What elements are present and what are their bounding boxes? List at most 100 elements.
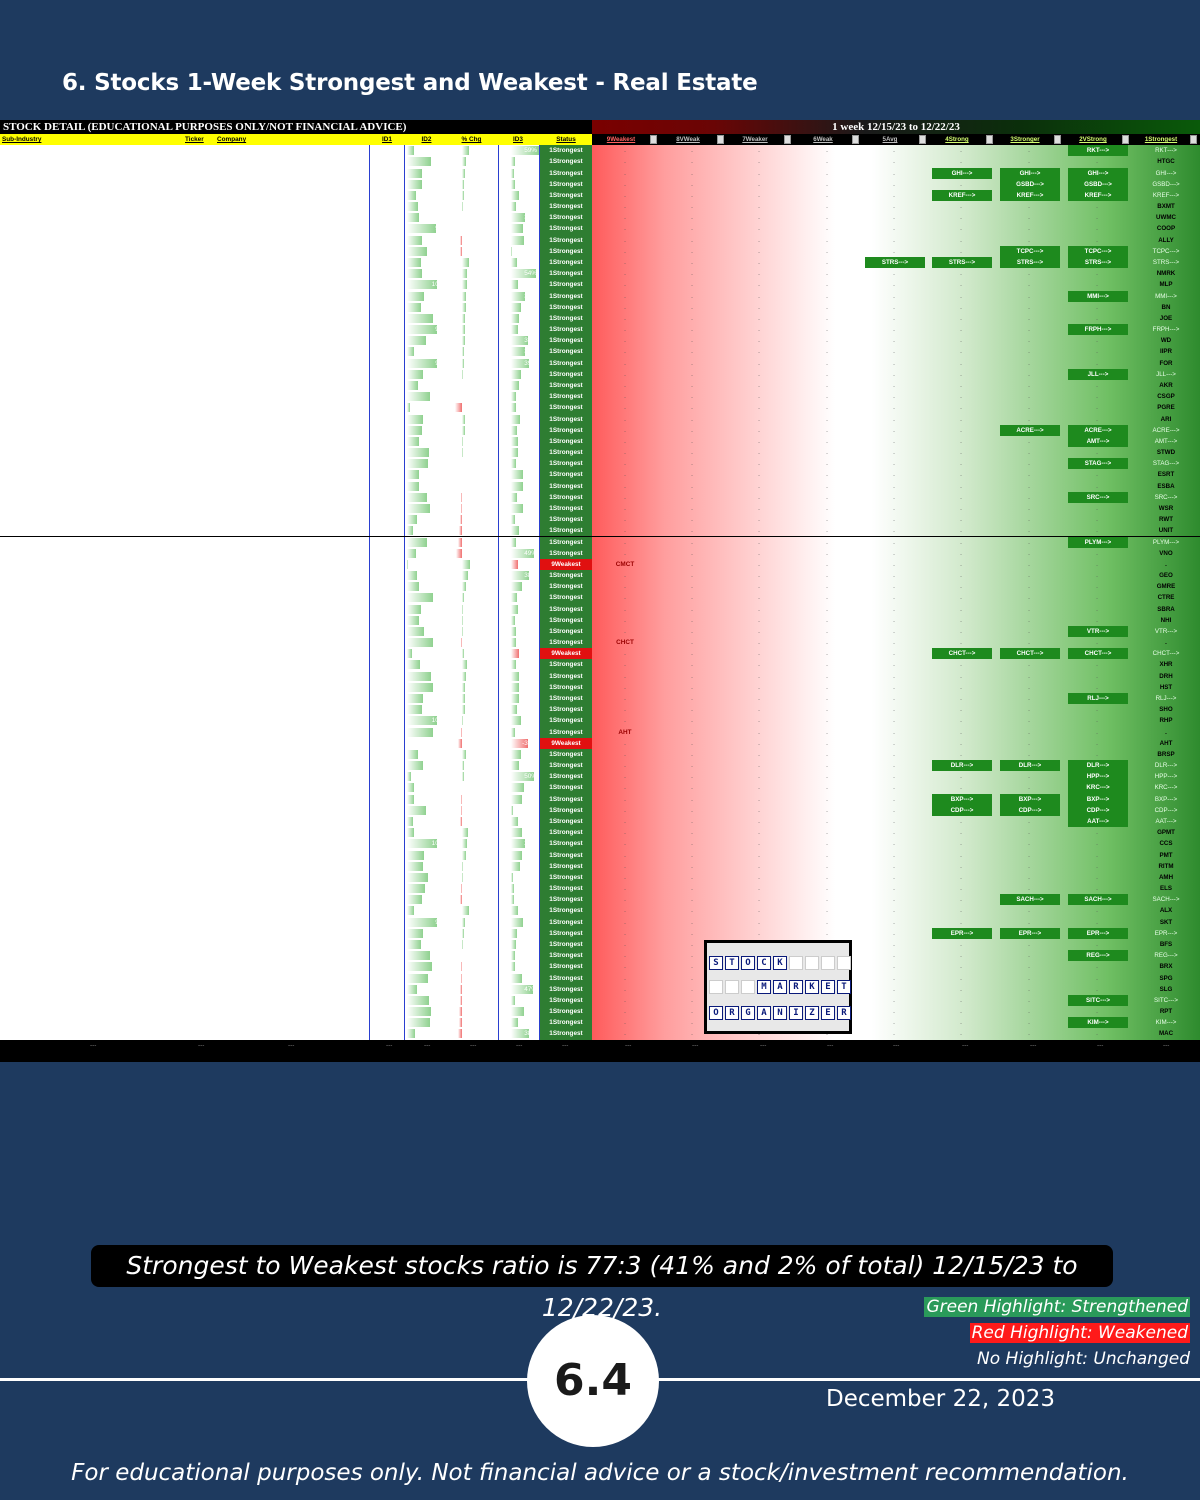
pct-chg-cell[interactable]: 8%	[450, 559, 495, 570]
ticker-cell[interactable]: EPR	[185, 929, 199, 937]
company-cell[interactable]: American Assets Trust Inc	[217, 818, 291, 825]
id1-cell[interactable]: 15-31-31	[369, 525, 405, 537]
id3-cell[interactable]: 30%	[498, 212, 540, 224]
filter-dropdown-icon[interactable]	[784, 135, 791, 144]
id1-cell[interactable]: 11-31-31	[369, 693, 405, 705]
pct-chg-cell[interactable]: -4%	[450, 537, 495, 548]
id1-cell[interactable]: 11-49-31	[369, 625, 405, 638]
company-cell[interactable]: Walker & Dunlop Inc	[217, 337, 276, 345]
id2-cell[interactable]: 69%	[405, 973, 450, 984]
header-pct-chg[interactable]: % Chg	[461, 136, 482, 143]
pct-chg-cell[interactable]: -6%	[450, 548, 495, 559]
id1-cell[interactable]: 11-31-31	[369, 961, 405, 973]
sub-industry-cell[interactable]: REAL ESTATE - REIT - Retail	[2, 1019, 87, 1027]
id1-cell[interactable]: 15-31-31	[369, 681, 405, 693]
pct-chg-cell[interactable]: 1%	[450, 872, 495, 883]
header-sub-industry[interactable]: Sub-Industry	[2, 136, 42, 143]
id2-cell[interactable]: 30%	[405, 190, 450, 201]
id3-cell[interactable]: 7%	[498, 894, 540, 906]
pct-chg-cell[interactable]: 0%	[450, 380, 495, 391]
id3-cell[interactable]: 18%	[498, 681, 540, 693]
id1-cell[interactable]: 15-31-31	[369, 357, 405, 369]
id1-cell[interactable]: 11-31-31	[369, 290, 405, 302]
company-cell[interactable]: Stag Industrial Inc	[217, 460, 269, 468]
ticker-cell[interactable]: SLG	[185, 985, 198, 993]
id3-cell[interactable]: 14%	[498, 435, 540, 448]
id2-cell[interactable]: 48%	[405, 257, 450, 268]
status-cell[interactable]: 1Strongest	[540, 268, 592, 280]
id2-cell[interactable]: 88%	[405, 313, 450, 324]
id3-cell[interactable]: -17%	[498, 648, 540, 660]
sub-industry-cell[interactable]: REAL ESTATE - REIT - Hotel/Motel	[2, 683, 103, 691]
company-cell[interactable]: Starwood Property Trust Incorporated	[217, 449, 324, 457]
id2-cell[interactable]: 56%	[405, 850, 450, 861]
id3-cell[interactable]: 18%	[498, 670, 540, 682]
id3-cell[interactable]: 22%	[498, 748, 540, 761]
id3-cell[interactable]: 3%	[498, 245, 540, 257]
ticker-cell[interactable]: CMCT	[185, 560, 204, 568]
id2-cell[interactable]: 32%	[405, 514, 450, 525]
sub-industry-cell[interactable]: REAL ESTATE - REIT - Hotel/Motel	[2, 706, 103, 714]
id1-cell[interactable]: 11-31-31	[369, 324, 405, 336]
company-cell[interactable]: TCP Capital Corp	[217, 247, 267, 255]
pct-chg-cell[interactable]: -2%	[450, 816, 495, 827]
status-cell[interactable]: 9Weakest	[540, 648, 592, 660]
id3-cell[interactable]: 39%	[498, 357, 540, 369]
ticker-cell[interactable]: BXP	[185, 795, 198, 803]
status-cell[interactable]: 1Strongest	[540, 480, 592, 492]
company-cell[interactable]: Empire State Realty Trust Inc.	[217, 471, 302, 479]
id2-cell[interactable]: 47%	[405, 939, 450, 950]
id2-cell[interactable]: 14%	[405, 771, 450, 782]
status-cell[interactable]: 1Strongest	[540, 793, 592, 805]
ticker-cell[interactable]: HPP	[185, 773, 199, 781]
id3-cell[interactable]: 38%	[498, 570, 540, 582]
id3-cell[interactable]: 17%	[498, 693, 540, 705]
sub-industry-cell[interactable]: REAL ESTATE - REIT - Retail	[2, 929, 87, 937]
id2-cell[interactable]: 23%	[405, 346, 450, 357]
company-cell[interactable]: Blackstone Mortgage Trust Inc	[217, 203, 304, 211]
id1-cell[interactable]: 11-31-31	[369, 189, 405, 202]
ticker-cell[interactable]: GPMT	[185, 829, 204, 837]
header-level-1strongest[interactable]: 1Strongest	[1132, 135, 1198, 144]
pct-chg-cell[interactable]: -2%	[450, 984, 495, 995]
id3-cell[interactable]: 17%	[498, 312, 540, 325]
ticker-cell[interactable]: WD	[185, 337, 196, 345]
id2-cell[interactable]: 76%	[405, 503, 450, 514]
pct-chg-cell[interactable]: 1%	[450, 201, 495, 212]
sub-industry-cell[interactable]: REAL ESTATE - Property Management/Develo…	[2, 303, 153, 311]
company-cell[interactable]: Community Healthcare Trust	[217, 650, 298, 658]
sub-industry-cell[interactable]: REAL ESTATE - REIT - Retail	[2, 974, 87, 982]
id3-cell[interactable]: 9%	[498, 950, 540, 962]
header-id1[interactable]: ID1	[382, 136, 392, 143]
filter-dropdown-icon[interactable]	[852, 135, 859, 144]
id3-cell[interactable]: 26%	[498, 223, 540, 235]
pct-chg-cell[interactable]: 3%	[450, 704, 495, 715]
id2-cell[interactable]: 49%	[405, 268, 450, 279]
sub-industry-cell[interactable]: REAL ESTATE - Property Management/Develo…	[2, 404, 153, 412]
company-cell[interactable]: Spirit Realty Capital Inc.	[217, 493, 286, 501]
id3-cell[interactable]: 5%	[498, 804, 540, 816]
sub-industry-cell[interactable]: REAL ESTATE - Property Management/Develo…	[2, 337, 153, 345]
sub-industry-cell[interactable]: REAL ESTATE - REIT - Residential	[2, 829, 102, 837]
id1-cell[interactable]: 95-31-31	[369, 558, 405, 571]
company-cell[interactable]: Xenia Hotels & Resorts Inc	[217, 661, 294, 669]
id2-cell[interactable]: 68%	[405, 492, 450, 503]
id3-cell[interactable]: 9%	[498, 514, 540, 526]
ticker-cell[interactable]: CSGP	[185, 393, 204, 401]
status-cell[interactable]: 1Strongest	[540, 491, 592, 503]
id3-cell[interactable]: 17%	[498, 189, 540, 202]
id1-cell[interactable]: 15-49-31	[369, 637, 405, 649]
id2-cell[interactable]: 88%	[405, 682, 450, 693]
status-cell[interactable]: 1Strongest	[540, 592, 592, 604]
status-cell[interactable]: 1Strongest	[540, 961, 592, 973]
status-cell[interactable]: 1Strongest	[540, 1017, 592, 1029]
id3-cell[interactable]: 15%	[498, 603, 540, 615]
status-cell[interactable]: 1Strongest	[540, 681, 592, 693]
id2-cell[interactable]: 80%	[405, 156, 450, 167]
status-cell[interactable]: 1Strongest	[540, 972, 592, 984]
id3-cell[interactable]: 59%	[498, 145, 540, 157]
pct-chg-cell[interactable]: 3%	[450, 425, 495, 436]
sub-industry-cell[interactable]: REAL ESTATE - Mortgage Investment	[2, 180, 110, 188]
header-level-4strong[interactable]: 4Strong	[928, 135, 994, 144]
id1-cell[interactable]: 15-31-31	[369, 950, 405, 962]
